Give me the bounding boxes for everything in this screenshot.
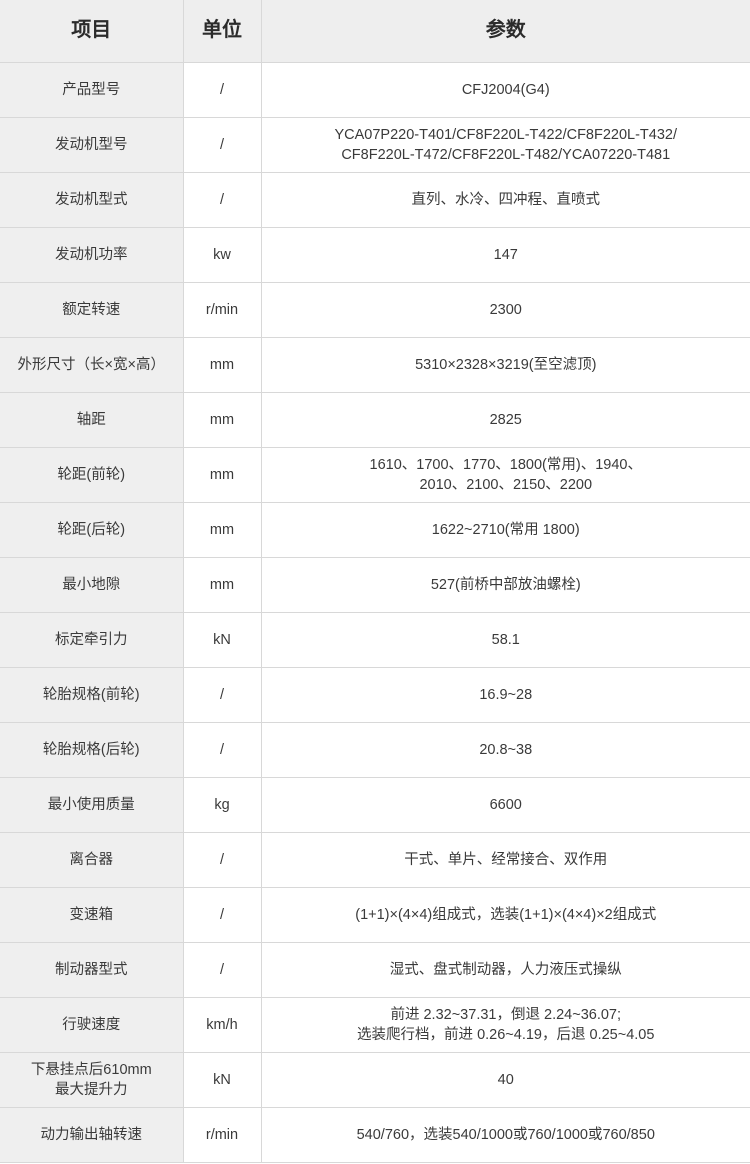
row-item-label: 标定牵引力 — [0, 612, 184, 668]
table-row: 制动器型式 / 湿式、盘式制动器，人力液压式操纵 — [0, 942, 750, 998]
table-row: 行驶速度 km/h 前进 2.32~37.31，倒退 2.24~36.07; 选装爬… — [0, 997, 750, 1053]
row-unit-value: / — [183, 172, 262, 228]
row-param-value: 16.9~28 — [261, 667, 750, 723]
row-item-label: 轮距(后轮) — [0, 502, 184, 558]
column-header-param: 参数 — [261, 0, 750, 63]
row-unit-value: km/h — [183, 997, 262, 1053]
table-header: 项目 单位 参数 — [0, 0, 750, 63]
row-param-value: 40 — [261, 1052, 750, 1108]
row-unit-value: mm — [183, 392, 262, 448]
row-param-value: 1622~2710(常用 1800) — [261, 502, 750, 558]
table-row: 外形尺寸（长×宽×高） mm 5310×2328×3219(至空滤顶) — [0, 337, 750, 393]
row-param-value: 2300 — [261, 282, 750, 338]
table-row: 轮胎规格(前轮)/16.9~28 — [0, 667, 750, 723]
row-item-label: 外形尺寸（长×宽×高） — [0, 337, 184, 393]
row-item-label: 最小地隙 — [0, 557, 184, 613]
row-item-label: 离合器 — [0, 832, 184, 888]
column-header-item: 项目 — [0, 0, 184, 63]
table-row: 轴距 mm 2825 — [0, 392, 750, 448]
row-item-label: 发动机型号 — [0, 117, 184, 173]
row-item-label: 轮距(前轮) — [0, 447, 184, 503]
row-unit-value: / — [183, 722, 262, 778]
row-param-value: 湿式、盘式制动器，人力液压式操纵 — [261, 942, 750, 998]
table-row: 下悬挂点后610mm 最大提升力 kN 40 — [0, 1052, 750, 1108]
row-item-label: 下悬挂点后610mm 最大提升力 — [0, 1052, 184, 1108]
row-unit-value: mm — [183, 557, 262, 613]
row-param-value: 前进 2.32~37.31，倒退 2.24~36.07; 选装爬行档，前进 0.… — [261, 997, 750, 1053]
row-item-label: 发动机功率 — [0, 227, 184, 283]
row-param-value: YCA07P220-T401/CF8F220L-T422/CF8F220L-T4… — [261, 117, 750, 173]
row-item-label: 产品型号 — [0, 62, 184, 118]
row-unit-value: mm — [183, 337, 262, 393]
table-row: 发动机型号 / YCA07P220-T401/CF8F220L-T422/CF8F2… — [0, 117, 750, 173]
row-unit-value: mm — [183, 447, 262, 503]
row-param-value: 1610、1700、1770、1800(常用)、1940、 2010、2100、… — [261, 447, 750, 503]
row-unit-value: r/min — [183, 282, 262, 338]
table-body: 产品型号 / CFJ2004(G4) 发动机型号 / YCA07P220-T401/CF8… — [0, 62, 750, 1163]
row-param-value: 6600 — [261, 777, 750, 833]
row-unit-value: / — [183, 942, 262, 998]
row-item-label: 行驶速度 — [0, 997, 184, 1053]
table-row: 轮距(前轮) mm 1610、1700、1770、1800(常用)、1940、 20… — [0, 447, 750, 503]
row-item-label: 额定转速 — [0, 282, 184, 338]
row-unit-value: / — [183, 832, 262, 888]
row-unit-value: mm — [183, 502, 262, 558]
column-header-unit: 单位 — [183, 0, 262, 63]
row-param-value: 20.8~38 — [261, 722, 750, 778]
table-row: 最小地隙 mm 527(前桥中部放油螺栓) — [0, 557, 750, 613]
row-unit-value: kN — [183, 612, 262, 668]
row-unit-value: kw — [183, 227, 262, 283]
row-unit-value: kg — [183, 777, 262, 833]
header-row: 项目 单位 参数 — [0, 0, 750, 63]
row-param-value: 527(前桥中部放油螺栓) — [261, 557, 750, 613]
row-unit-value: / — [183, 667, 262, 723]
row-item-label: 发动机型式 — [0, 172, 184, 228]
row-item-label: 变速箱 — [0, 887, 184, 943]
row-item-label: 制动器型式 — [0, 942, 184, 998]
row-param-value: 5310×2328×3219(至空滤顶) — [261, 337, 750, 393]
table-row: 变速箱 / (1+1)×(4×4)组成式，选装(1+1)×(4×4)×2组成式 — [0, 887, 750, 943]
row-param-value: CFJ2004(G4) — [261, 62, 750, 118]
table-row: 额定转速 r/min 2300 — [0, 282, 750, 338]
row-param-value: 直列、水冷、四冲程、直喷式 — [261, 172, 750, 228]
table-row: 发动机型式 / 直列、水冷、四冲程、直喷式 — [0, 172, 750, 228]
table-row: 发动机功率 kw 147 — [0, 227, 750, 283]
row-unit-value: kN — [183, 1052, 262, 1108]
table-row: 轮胎规格(后轮)/20.8~38 — [0, 722, 750, 778]
row-unit-value: / — [183, 887, 262, 943]
table-row: 产品型号 / CFJ2004(G4) — [0, 62, 750, 118]
row-unit-value: / — [183, 62, 262, 118]
row-param-value: 干式、单片、经常接合、双作用 — [261, 832, 750, 888]
table-row: 动力输出轴转速 r/min 540/760，选装540/1000或760/1000或… — [0, 1107, 750, 1163]
table-row: 轮距(后轮) mm 1622~2710(常用 1800) — [0, 502, 750, 558]
row-param-value: 58.1 — [261, 612, 750, 668]
table-row: 最小使用质量 kg 6600 — [0, 777, 750, 833]
row-item-label: 轮胎规格(前轮) — [0, 667, 184, 723]
table-row: 标定牵引力 kN 58.1 — [0, 612, 750, 668]
row-param-value: 2825 — [261, 392, 750, 448]
row-item-label: 轴距 — [0, 392, 184, 448]
row-unit-value: r/min — [183, 1107, 262, 1163]
row-param-value: (1+1)×(4×4)组成式，选装(1+1)×(4×4)×2组成式 — [261, 887, 750, 943]
row-param-value: 147 — [261, 227, 750, 283]
table-row: 离合器 / 干式、单片、经常接合、双作用 — [0, 832, 750, 888]
row-unit-value: / — [183, 117, 262, 173]
row-item-label: 最小使用质量 — [0, 777, 184, 833]
row-param-value: 540/760，选装540/1000或760/1000或760/850 — [261, 1107, 750, 1163]
row-item-label: 轮胎规格(后轮) — [0, 722, 184, 778]
row-item-label: 动力输出轴转速 — [0, 1107, 184, 1163]
